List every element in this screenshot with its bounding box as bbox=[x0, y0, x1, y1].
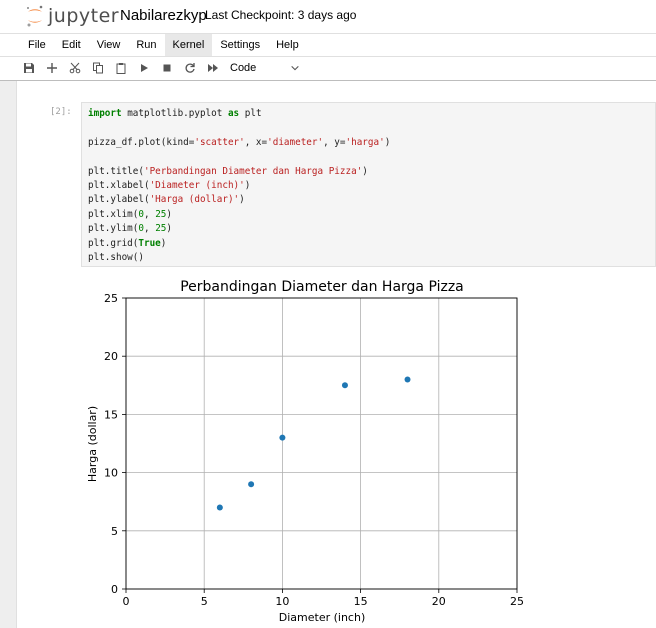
y-tick-label: 25 bbox=[104, 292, 118, 305]
y-axis-label: Harga (dollar) bbox=[86, 406, 99, 482]
menu-settings[interactable]: Settings bbox=[220, 39, 261, 51]
code-line: pizza_df.plot(kind='scatter', x='diamete… bbox=[88, 136, 391, 148]
fast-forward-icon bbox=[207, 64, 218, 72]
y-tick-label: 20 bbox=[104, 350, 118, 363]
menu-help[interactable]: Help bbox=[276, 39, 299, 51]
code-line: plt.ylim(0, 25) bbox=[88, 223, 172, 235]
left-gutter bbox=[0, 81, 17, 628]
x-tick-label: 20 bbox=[432, 595, 446, 608]
logo-text: jupyter bbox=[48, 5, 120, 27]
copy-button[interactable] bbox=[86, 56, 109, 80]
code-line: plt.xlabel('Diameter (inch)') bbox=[88, 180, 251, 192]
plus-icon bbox=[46, 63, 57, 73]
code-line bbox=[88, 151, 94, 162]
y-tick-label: 15 bbox=[104, 408, 118, 421]
notebook-toolbar: Code bbox=[0, 56, 656, 81]
run-button[interactable] bbox=[132, 56, 155, 80]
restart-run-all-button[interactable] bbox=[201, 56, 224, 80]
paste-button[interactable] bbox=[109, 56, 132, 80]
scatter-plot: Perbandingan Diameter dan Harga Pizza Di… bbox=[86, 279, 524, 624]
code-line: plt.title('Perbandingan Diameter dan Har… bbox=[88, 165, 368, 177]
chevron-down-icon bbox=[291, 65, 299, 71]
play-icon bbox=[140, 64, 148, 72]
jupyter-logo-icon bbox=[27, 5, 43, 27]
y-tick-label: 0 bbox=[111, 583, 118, 596]
menu-edit[interactable]: Edit bbox=[61, 39, 81, 51]
code-line: plt.grid(True) bbox=[88, 237, 167, 249]
insert-cell-button[interactable] bbox=[40, 56, 63, 80]
input-prompt: [2]: bbox=[50, 107, 72, 117]
scatter-point bbox=[279, 434, 286, 441]
menu-run[interactable]: Run bbox=[136, 39, 157, 51]
code-line: plt.show() bbox=[88, 252, 144, 264]
chart-title: Perbandingan Diameter dan Harga Pizza bbox=[180, 279, 464, 295]
code-line: import matplotlib.pyplot as plt bbox=[88, 108, 262, 119]
save-icon bbox=[23, 63, 34, 73]
stop-icon bbox=[163, 64, 170, 72]
x-axis-label: Diameter (inch) bbox=[279, 611, 365, 624]
scatter-point bbox=[404, 376, 411, 383]
scissors-icon bbox=[69, 62, 80, 74]
menu-view[interactable]: View bbox=[96, 39, 121, 51]
header: jupyter Nabilarezkyp Last Checkpoint: 3 … bbox=[0, 0, 656, 32]
refresh-icon bbox=[185, 63, 195, 73]
menu-kernel[interactable]: Kernel bbox=[164, 34, 213, 56]
jupyter-logo[interactable]: jupyter bbox=[25, 4, 119, 28]
code-cell-editor[interactable]: import matplotlib.pyplot as plt pizza_df… bbox=[81, 102, 656, 267]
y-tick-label: 10 bbox=[104, 467, 118, 480]
scatter-point bbox=[248, 481, 255, 488]
y-tick-label: 5 bbox=[111, 525, 118, 538]
code-line bbox=[88, 122, 94, 133]
clipboard-icon bbox=[116, 63, 125, 74]
x-tick-label: 15 bbox=[354, 595, 368, 608]
save-button[interactable] bbox=[17, 56, 40, 80]
cell-type-select[interactable]: Code bbox=[230, 62, 300, 74]
code-content: import matplotlib.pyplot as plt pizza_df… bbox=[82, 103, 655, 269]
menu-file[interactable]: File bbox=[28, 39, 46, 51]
x-tick-label: 10 bbox=[275, 595, 289, 608]
copy-icon bbox=[92, 62, 103, 74]
code-line: plt.ylabel('Harga (dollar)') bbox=[88, 194, 245, 206]
code-line: plt.xlim(0, 25) bbox=[88, 208, 172, 220]
cell-type-value: Code bbox=[230, 62, 257, 74]
restart-button[interactable] bbox=[178, 56, 201, 80]
x-tick-label: 25 bbox=[510, 595, 524, 608]
checkpoint-status: Last Checkpoint: 3 days ago bbox=[205, 8, 357, 22]
plot-frame bbox=[125, 297, 518, 590]
scatter-point bbox=[216, 504, 223, 511]
cut-button[interactable] bbox=[63, 56, 86, 80]
menu-bar: File Edit View Run Kernel Settings Help bbox=[0, 33, 656, 57]
x-tick-label: 0 bbox=[123, 595, 130, 608]
x-tick-label: 5 bbox=[201, 595, 208, 608]
interrupt-button[interactable] bbox=[155, 56, 178, 80]
scatter-point bbox=[341, 382, 348, 389]
notebook-title[interactable]: Nabilarezkyp bbox=[120, 7, 207, 24]
